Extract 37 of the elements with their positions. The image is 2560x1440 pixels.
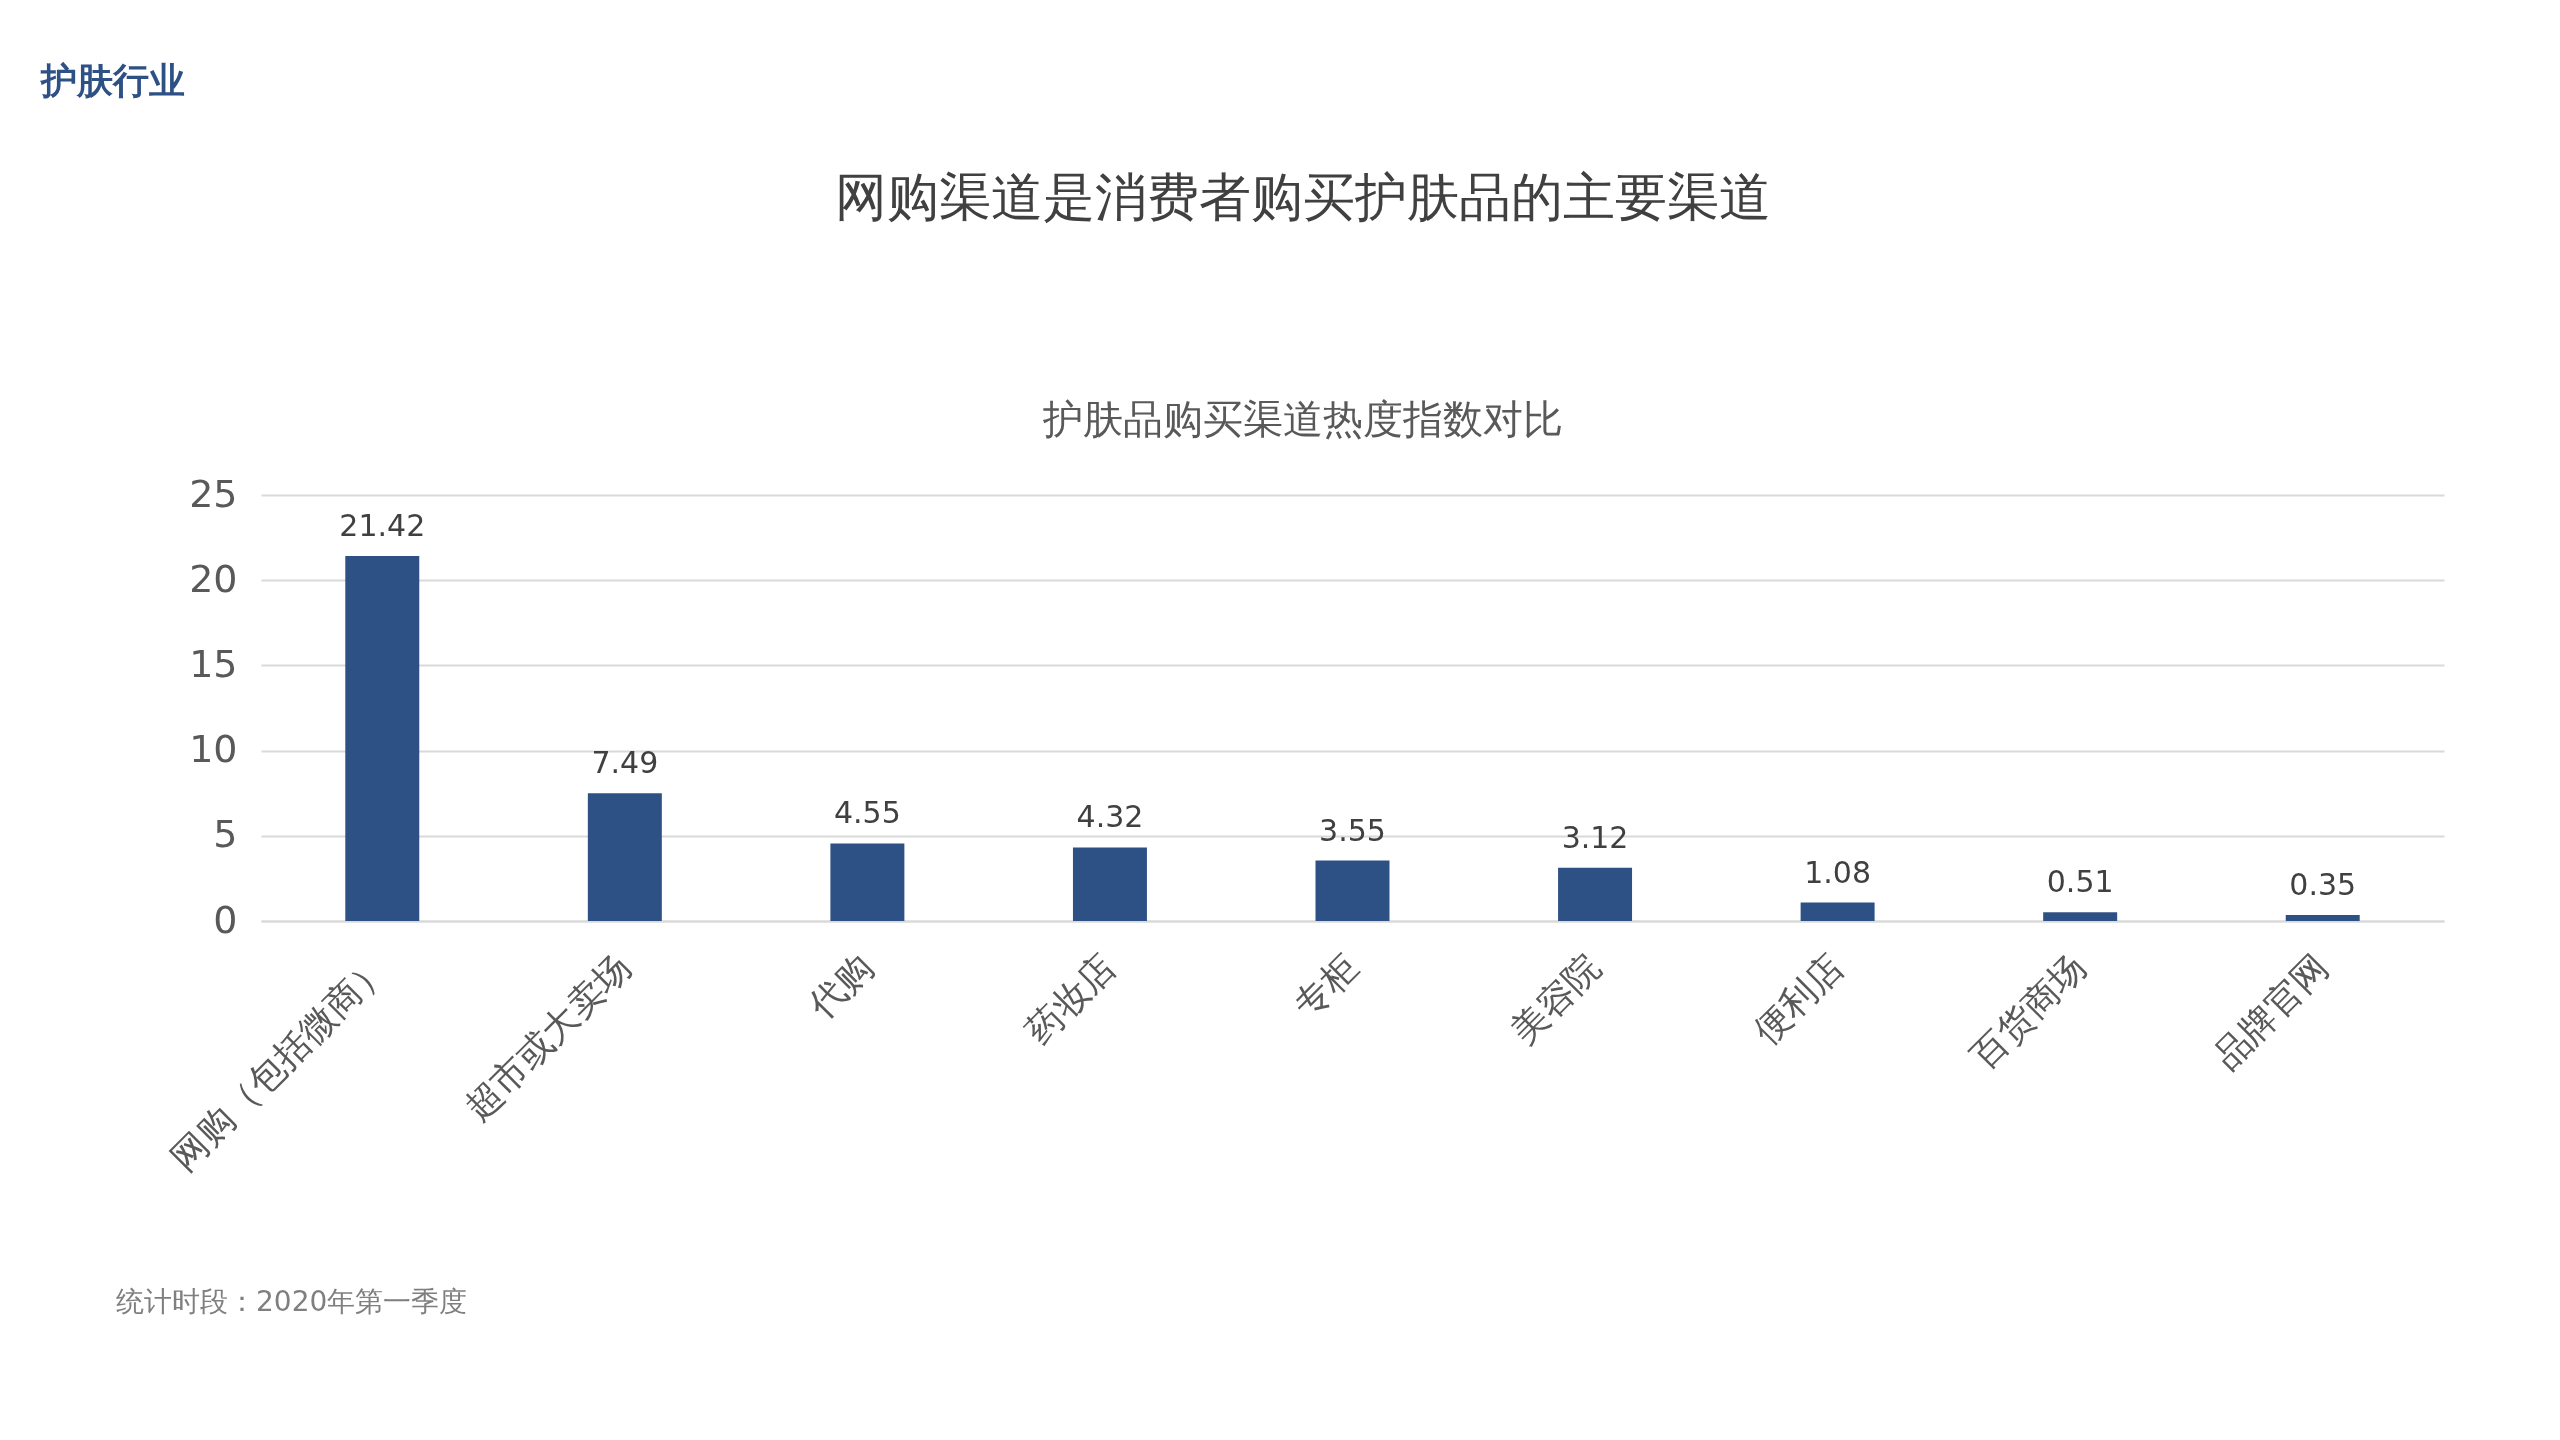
- data-label: 1.08: [1804, 854, 1872, 890]
- chart-subtitle: 护肤品购买渠道热度指数对比: [1041, 396, 1563, 442]
- data-label: 0.35: [2289, 867, 2357, 903]
- data-label: 4.55: [833, 795, 901, 831]
- chart-title: 网购渠道是消费者购买护肤品的主要渠道: [834, 167, 1771, 227]
- data-label: 3.55: [1319, 812, 1386, 848]
- data-label: 21.42: [339, 508, 426, 543]
- bar: [830, 843, 905, 921]
- text: 统计时段：2020年第一季度: [116, 1285, 468, 1318]
- data-label: 4.32: [1076, 799, 1144, 835]
- data-label: 0.51: [2046, 864, 2114, 900]
- y-tick-label: 15: [189, 641, 238, 686]
- y-tick-label: 10: [189, 727, 238, 772]
- x-tick-label: 专柜: [1286, 945, 1366, 1026]
- data-label: 7.49: [591, 745, 659, 781]
- y-tick-label: 5: [213, 812, 238, 857]
- x-tick-label: 百货商场: [1962, 945, 2094, 1077]
- x-tick-label: 网购（包括微商）: [163, 945, 396, 1179]
- x-tick-label: 便利店: [1745, 945, 1852, 1052]
- data-label: 3.12: [1561, 819, 1629, 855]
- x-tick-label: 超市或大卖场: [456, 945, 639, 1128]
- y-tick-label: 20: [189, 556, 238, 601]
- y-tick-label: 25: [189, 471, 238, 516]
- bar: [1315, 860, 1390, 921]
- x-tick-label: 品牌官网: [2205, 945, 2337, 1077]
- bar: [1558, 867, 1633, 921]
- bar: [2285, 915, 2360, 921]
- bar: [2043, 912, 2118, 921]
- bar: [1072, 847, 1147, 921]
- text: 护肤行业: [39, 60, 185, 101]
- y-tick-label: 0: [213, 897, 238, 942]
- x-tick-label: 药妆店: [1018, 945, 1124, 1052]
- bar: [345, 556, 420, 921]
- bar: [1800, 902, 1875, 921]
- x-tick-label: 代购: [800, 945, 881, 1027]
- x-tick-label: 美容院: [1503, 945, 1609, 1052]
- bar: [587, 793, 662, 921]
